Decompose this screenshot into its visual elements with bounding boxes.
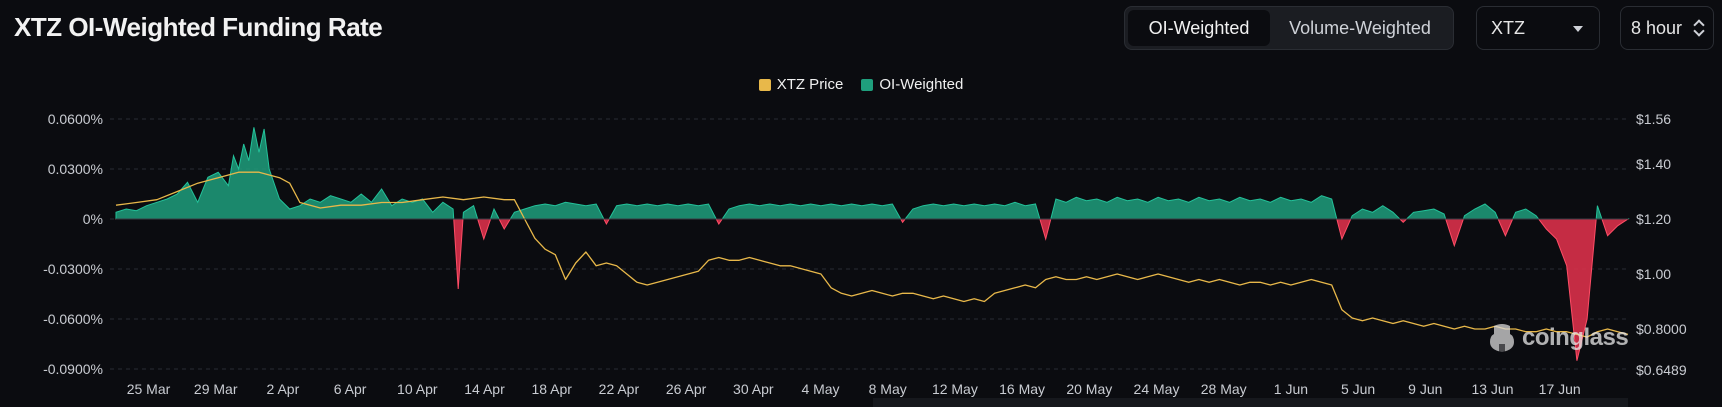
- funding-area-negative: [115, 219, 1629, 361]
- legend-label-oi: OI-Weighted: [879, 76, 964, 93]
- interval-select-value: 8 hour: [1631, 17, 1683, 38]
- y-left-tick-3: -0.0300%: [43, 261, 103, 277]
- x-tick-11: 8 May: [869, 381, 907, 397]
- x-tick-20: 13 Jun: [1471, 381, 1513, 397]
- y-left-tick-5: -0.0900%: [43, 361, 103, 377]
- x-tick-2: 2 Apr: [267, 381, 300, 397]
- legend-swatch-price: [758, 78, 771, 91]
- x-tick-21: 17 Jun: [1539, 381, 1581, 397]
- coinglass-watermark: coinglass: [1488, 322, 1629, 354]
- x-tick-9: 30 Apr: [733, 381, 774, 397]
- y-left-tick-2: 0%: [83, 211, 103, 227]
- coinglass-logo-icon: [1490, 324, 1514, 352]
- x-tick-14: 20 May: [1066, 381, 1112, 397]
- chart-legend: XTZ Price OI-Weighted: [0, 76, 1722, 93]
- coin-select-value: XTZ: [1491, 17, 1525, 38]
- x-tick-7: 22 Apr: [599, 381, 640, 397]
- x-tick-16: 28 May: [1201, 381, 1247, 397]
- interval-select[interactable]: 8 hour: [1620, 6, 1714, 50]
- y-right-tick-1: $1.40: [1636, 156, 1671, 172]
- x-tick-4: 10 Apr: [397, 381, 438, 397]
- legend-label-price: XTZ Price: [776, 76, 844, 93]
- x-tick-17: 1 Jun: [1274, 381, 1308, 397]
- x-tick-0: 25 Mar: [127, 381, 171, 397]
- funding-area-positive: [115, 127, 1630, 219]
- chart-scrollbar[interactable]: [873, 398, 1628, 407]
- x-tick-5: 14 Apr: [464, 381, 505, 397]
- chevron-down-icon: [1573, 26, 1583, 32]
- tab-oi-weighted[interactable]: OI-Weighted: [1128, 10, 1270, 46]
- legend-item-oi[interactable]: OI-Weighted: [861, 76, 963, 93]
- x-tick-13: 16 May: [999, 381, 1045, 397]
- coin-select[interactable]: XTZ: [1476, 6, 1600, 50]
- x-tick-3: 6 Apr: [334, 381, 367, 397]
- tab-volume-weighted[interactable]: Volume-Weighted: [1289, 17, 1431, 38]
- y-right-tick-5: $0.6489: [1636, 362, 1687, 378]
- x-tick-12: 12 May: [932, 381, 978, 397]
- x-tick-8: 26 Apr: [666, 381, 707, 397]
- legend-swatch-oi: [861, 78, 874, 91]
- y-right-tick-3: $1.00: [1636, 266, 1671, 282]
- y-right-tick-4: $0.8000: [1636, 321, 1687, 337]
- y-right-tick-0: $1.56: [1636, 111, 1671, 127]
- page-title: XTZ OI-Weighted Funding Rate: [14, 12, 383, 42]
- legend-item-price[interactable]: XTZ Price: [758, 76, 844, 93]
- x-tick-19: 9 Jun: [1408, 381, 1442, 397]
- y-right-tick-2: $1.20: [1636, 211, 1671, 227]
- x-tick-15: 24 May: [1134, 381, 1180, 397]
- watermark-text: coinglass: [1522, 324, 1629, 351]
- price-line: [115, 171, 1629, 338]
- x-tick-1: 29 Mar: [194, 381, 238, 397]
- x-tick-6: 18 Apr: [531, 381, 572, 397]
- x-tick-10: 4 May: [801, 381, 839, 397]
- y-left-tick-1: 0.0300%: [48, 161, 103, 177]
- x-tick-18: 5 Jun: [1341, 381, 1375, 397]
- weighting-toggle: OI-Weighted Volume-Weighted: [1124, 6, 1454, 50]
- y-left-tick-0: 0.0600%: [48, 111, 103, 127]
- y-left-tick-4: -0.0600%: [43, 311, 103, 327]
